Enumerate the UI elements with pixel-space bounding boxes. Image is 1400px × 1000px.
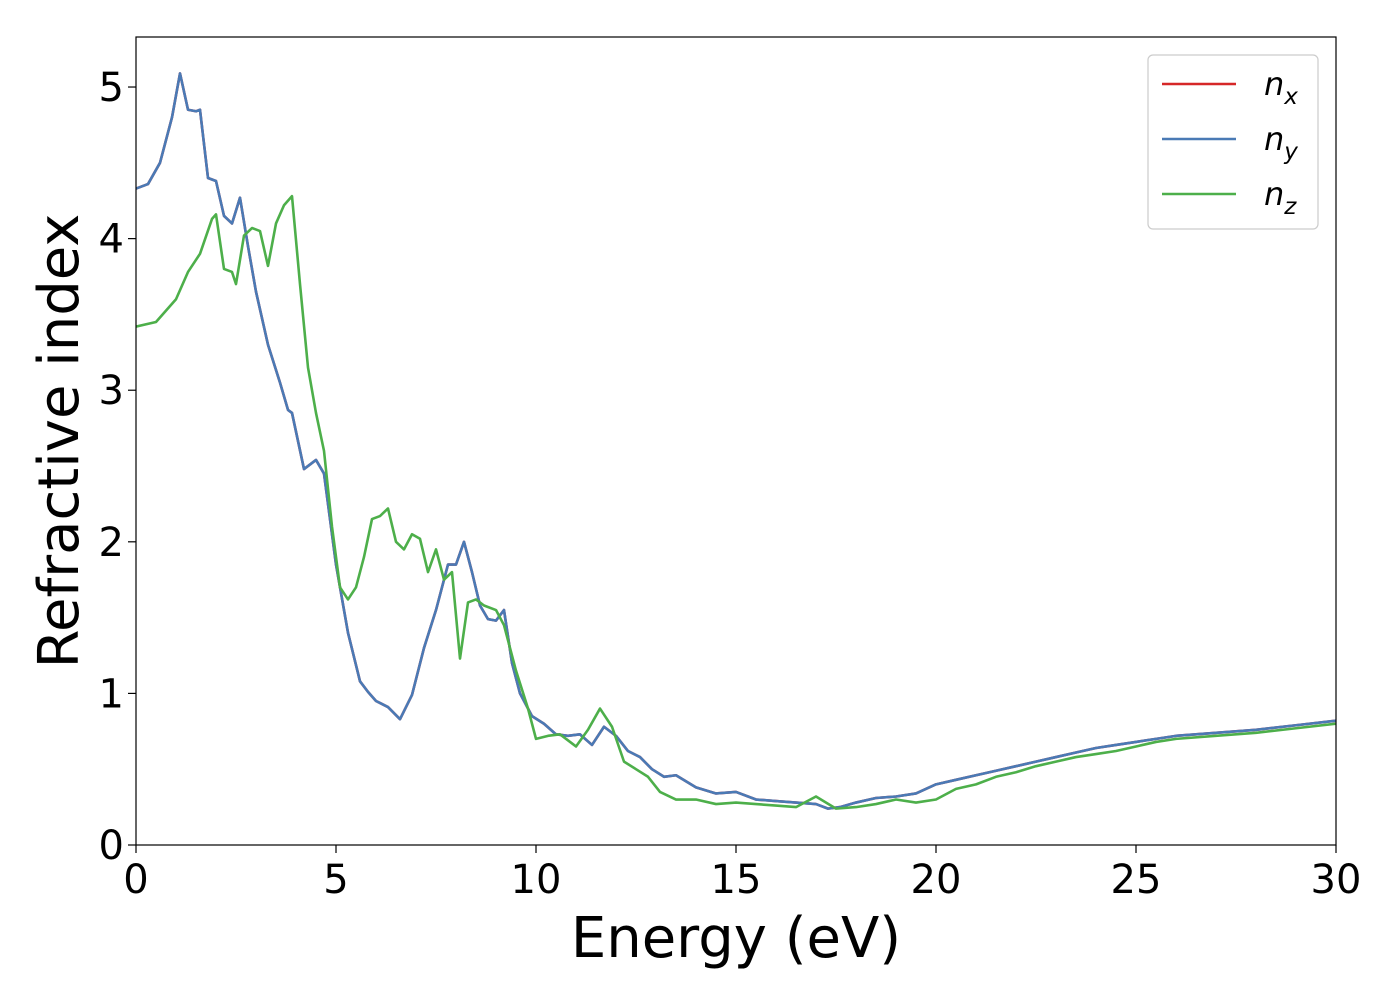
legend-label-base: n bbox=[1264, 175, 1284, 213]
y-axis-ticks: 0 1 2 3 4 5 bbox=[99, 65, 136, 869]
y-tick-label: 3 bbox=[99, 368, 124, 414]
legend-label-subscript: y bbox=[1283, 139, 1298, 165]
legend-label-subscript: z bbox=[1283, 194, 1297, 220]
series-line-ny bbox=[136, 72, 1336, 810]
legend-label-subscript: x bbox=[1283, 84, 1298, 110]
legend-box bbox=[1147, 54, 1319, 230]
x-axis-ticks: 0 5 10 15 20 25 30 bbox=[123, 845, 1361, 903]
y-tick-label: 0 bbox=[99, 823, 124, 869]
x-tick-label: 25 bbox=[1111, 857, 1162, 903]
x-axis-title: Energy (eV) bbox=[571, 906, 901, 971]
x-tick-label: 15 bbox=[711, 857, 762, 903]
x-tick-label: 10 bbox=[511, 857, 562, 903]
x-tick-label: 5 bbox=[323, 857, 348, 903]
y-tick-label: 4 bbox=[99, 217, 124, 263]
legend-label-base: n bbox=[1264, 65, 1284, 103]
series-group bbox=[136, 72, 1336, 810]
legend-label-ny: ny bbox=[1264, 120, 1298, 165]
x-tick-label: 0 bbox=[123, 857, 148, 903]
y-tick-label: 5 bbox=[99, 65, 124, 111]
legend-label-nz: nz bbox=[1264, 175, 1297, 220]
y-tick-label: 1 bbox=[99, 671, 124, 717]
y-axis-title: Refractive index bbox=[27, 214, 92, 669]
legend-label-nx: nx bbox=[1264, 65, 1298, 110]
y-tick-label: 2 bbox=[99, 520, 124, 566]
x-tick-label: 20 bbox=[911, 857, 962, 903]
x-tick-label: 30 bbox=[1311, 857, 1362, 903]
legend-label-base: n bbox=[1264, 120, 1284, 158]
series-line-nz bbox=[136, 194, 1336, 810]
